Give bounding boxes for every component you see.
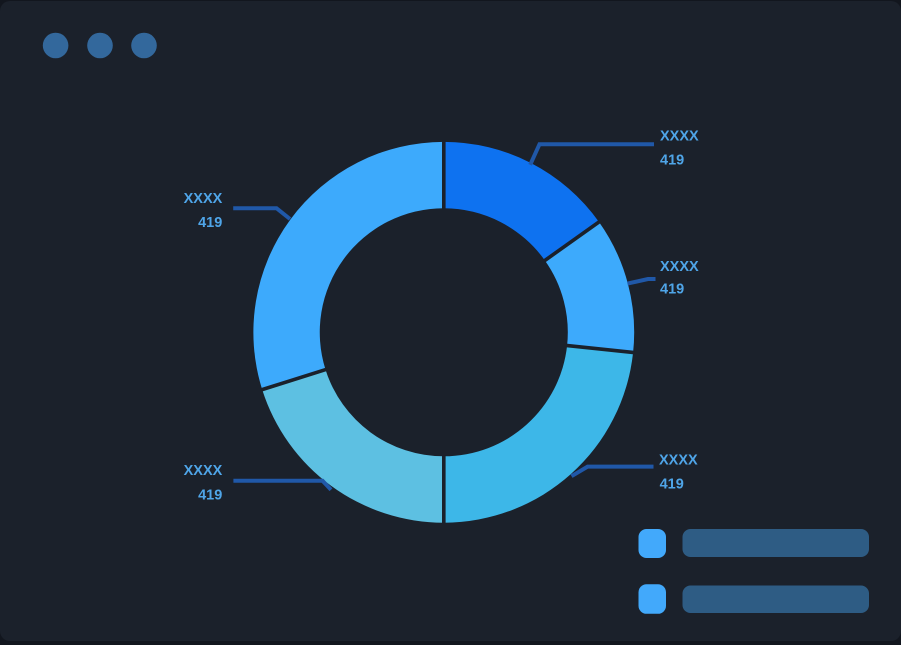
svg-text:419: 419	[198, 215, 222, 231]
svg-text:XXXX: XXXX	[659, 452, 698, 468]
svg-text:419: 419	[660, 152, 684, 168]
svg-text:XXXX: XXXX	[660, 259, 699, 275]
svg-text:419: 419	[660, 282, 684, 298]
svg-text:XXXX: XXXX	[184, 463, 223, 479]
svg-text:419: 419	[660, 477, 684, 493]
svg-text:419: 419	[198, 488, 222, 504]
svg-text:XXXX: XXXX	[660, 128, 699, 144]
svg-text:XXXX: XXXX	[184, 191, 223, 207]
